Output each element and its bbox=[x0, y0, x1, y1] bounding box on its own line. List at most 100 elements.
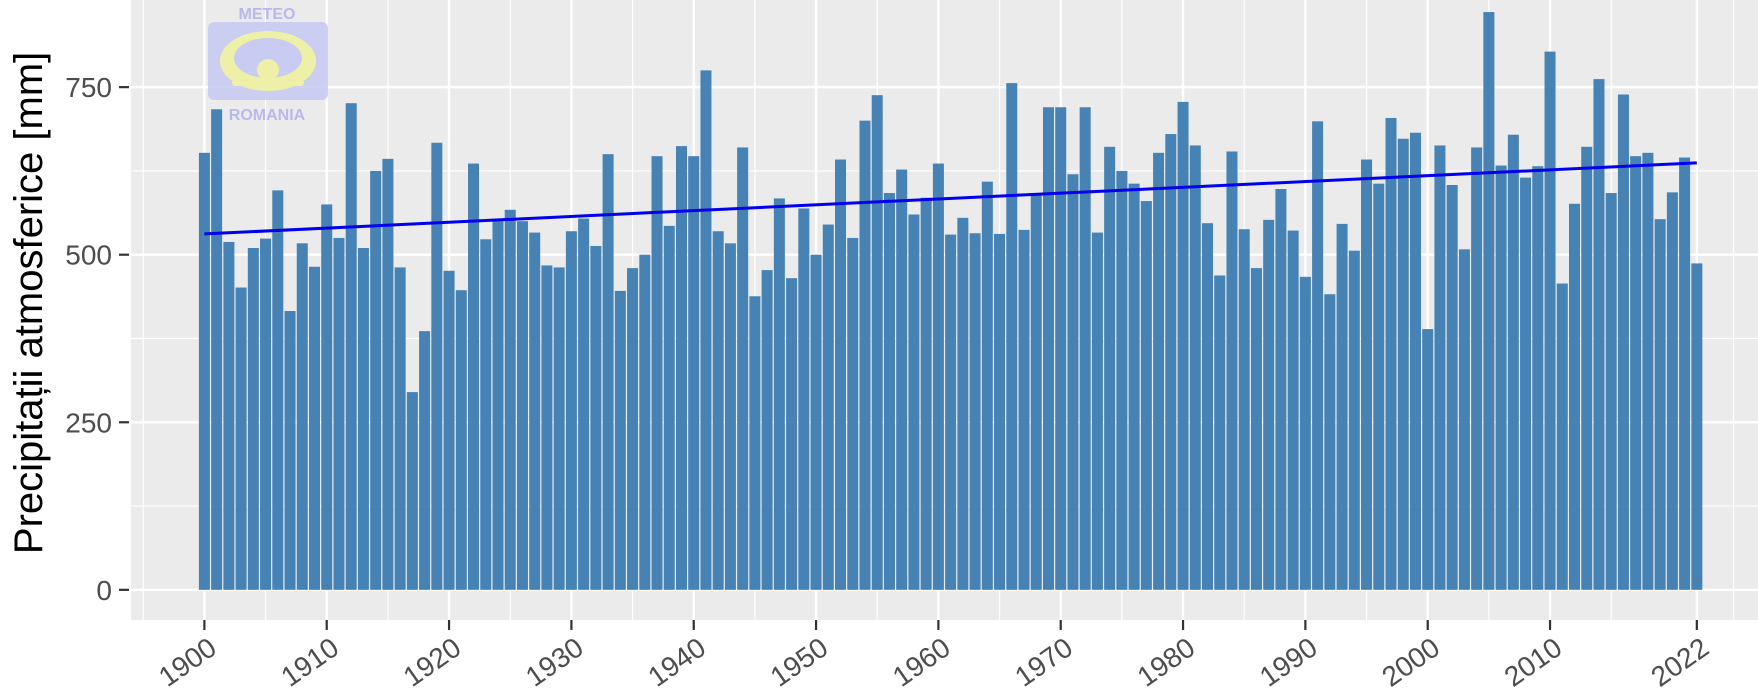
bar bbox=[761, 270, 773, 590]
bar bbox=[602, 154, 614, 590]
logo-dot-icon bbox=[257, 59, 279, 81]
bar bbox=[223, 241, 235, 590]
bar bbox=[994, 233, 1006, 590]
y-axis-title: Precipitații atmosferice [mm] bbox=[7, 52, 51, 554]
bar bbox=[896, 169, 908, 590]
bar bbox=[1471, 147, 1483, 590]
bar bbox=[1679, 157, 1691, 590]
bar bbox=[1030, 193, 1042, 590]
bar bbox=[431, 142, 443, 590]
bar bbox=[1079, 107, 1091, 590]
bar bbox=[1568, 203, 1581, 590]
bar bbox=[578, 218, 590, 590]
trend-line bbox=[204, 161, 1697, 236]
bar bbox=[651, 156, 663, 590]
bar bbox=[1666, 192, 1678, 590]
bar bbox=[1018, 229, 1030, 590]
bar bbox=[357, 248, 369, 590]
bar bbox=[1091, 232, 1103, 590]
bar bbox=[798, 208, 810, 590]
bar bbox=[1104, 146, 1116, 590]
bar bbox=[455, 290, 467, 590]
bar bbox=[1434, 145, 1446, 590]
bar bbox=[1202, 223, 1214, 590]
bar bbox=[700, 70, 712, 590]
bar bbox=[1373, 183, 1385, 590]
bar bbox=[1165, 134, 1177, 590]
bar bbox=[1556, 283, 1568, 590]
bar bbox=[981, 181, 993, 590]
bar bbox=[1532, 166, 1544, 590]
bar bbox=[627, 268, 639, 590]
bar bbox=[1226, 151, 1238, 590]
bar bbox=[247, 248, 259, 590]
bar bbox=[443, 270, 455, 590]
bar bbox=[260, 238, 272, 590]
bar bbox=[516, 221, 528, 590]
x-tick-label: 1970 bbox=[1009, 632, 1078, 693]
x-tick-label: 1910 bbox=[275, 632, 344, 693]
bar bbox=[1238, 229, 1250, 590]
x-tick-label: 2000 bbox=[1376, 632, 1445, 693]
bar bbox=[675, 146, 687, 590]
y-axis: 0 250 500 750 bbox=[65, 72, 129, 606]
bar bbox=[235, 287, 247, 590]
bar bbox=[1140, 201, 1152, 590]
bar bbox=[333, 237, 345, 590]
bar bbox=[1299, 276, 1311, 590]
bar bbox=[883, 193, 895, 590]
y-tick-label: 250 bbox=[65, 407, 112, 438]
bar bbox=[1385, 117, 1397, 590]
bar bbox=[1446, 184, 1458, 590]
bar bbox=[786, 278, 798, 590]
bar bbox=[529, 232, 541, 590]
y-tick-label: 500 bbox=[65, 240, 112, 271]
bar bbox=[1287, 230, 1299, 590]
bar bbox=[1409, 132, 1421, 590]
bar bbox=[1275, 189, 1287, 590]
bar bbox=[468, 163, 480, 590]
bar bbox=[1348, 250, 1360, 590]
bar bbox=[284, 311, 296, 590]
bar bbox=[1312, 121, 1324, 590]
bar bbox=[859, 120, 871, 590]
bar bbox=[345, 103, 357, 590]
bar bbox=[688, 156, 700, 590]
bar bbox=[504, 209, 516, 590]
bar bbox=[1581, 146, 1593, 590]
bar bbox=[822, 224, 834, 590]
bar bbox=[419, 331, 431, 590]
x-tick-label: 1920 bbox=[398, 632, 467, 693]
bar bbox=[773, 198, 785, 590]
bar bbox=[541, 265, 553, 590]
bar bbox=[1642, 152, 1654, 590]
bar bbox=[969, 233, 981, 590]
bar bbox=[1593, 79, 1605, 590]
bar bbox=[871, 95, 883, 590]
bar bbox=[1324, 294, 1336, 590]
bar bbox=[737, 147, 749, 590]
bar bbox=[406, 392, 418, 590]
bar bbox=[1250, 268, 1262, 590]
bar bbox=[382, 158, 394, 590]
x-tick-label: 2022 bbox=[1645, 632, 1714, 693]
bar bbox=[272, 190, 284, 590]
x-tick-label: 1960 bbox=[887, 632, 956, 693]
bar bbox=[945, 234, 957, 590]
bar bbox=[663, 225, 675, 590]
bar bbox=[1263, 219, 1275, 590]
bar bbox=[724, 243, 736, 590]
x-tick-label: 1930 bbox=[520, 632, 589, 693]
x-tick-label: 2010 bbox=[1499, 632, 1568, 693]
bar bbox=[1116, 170, 1128, 590]
bars-layer bbox=[198, 12, 1703, 590]
bar bbox=[847, 237, 859, 590]
bar bbox=[1042, 107, 1054, 590]
bar bbox=[1544, 51, 1556, 590]
bar bbox=[712, 231, 724, 590]
x-tick-label: 1980 bbox=[1132, 632, 1201, 693]
bar bbox=[1605, 193, 1617, 590]
bar bbox=[1654, 219, 1666, 590]
bar bbox=[1067, 174, 1079, 590]
bar bbox=[920, 197, 932, 590]
